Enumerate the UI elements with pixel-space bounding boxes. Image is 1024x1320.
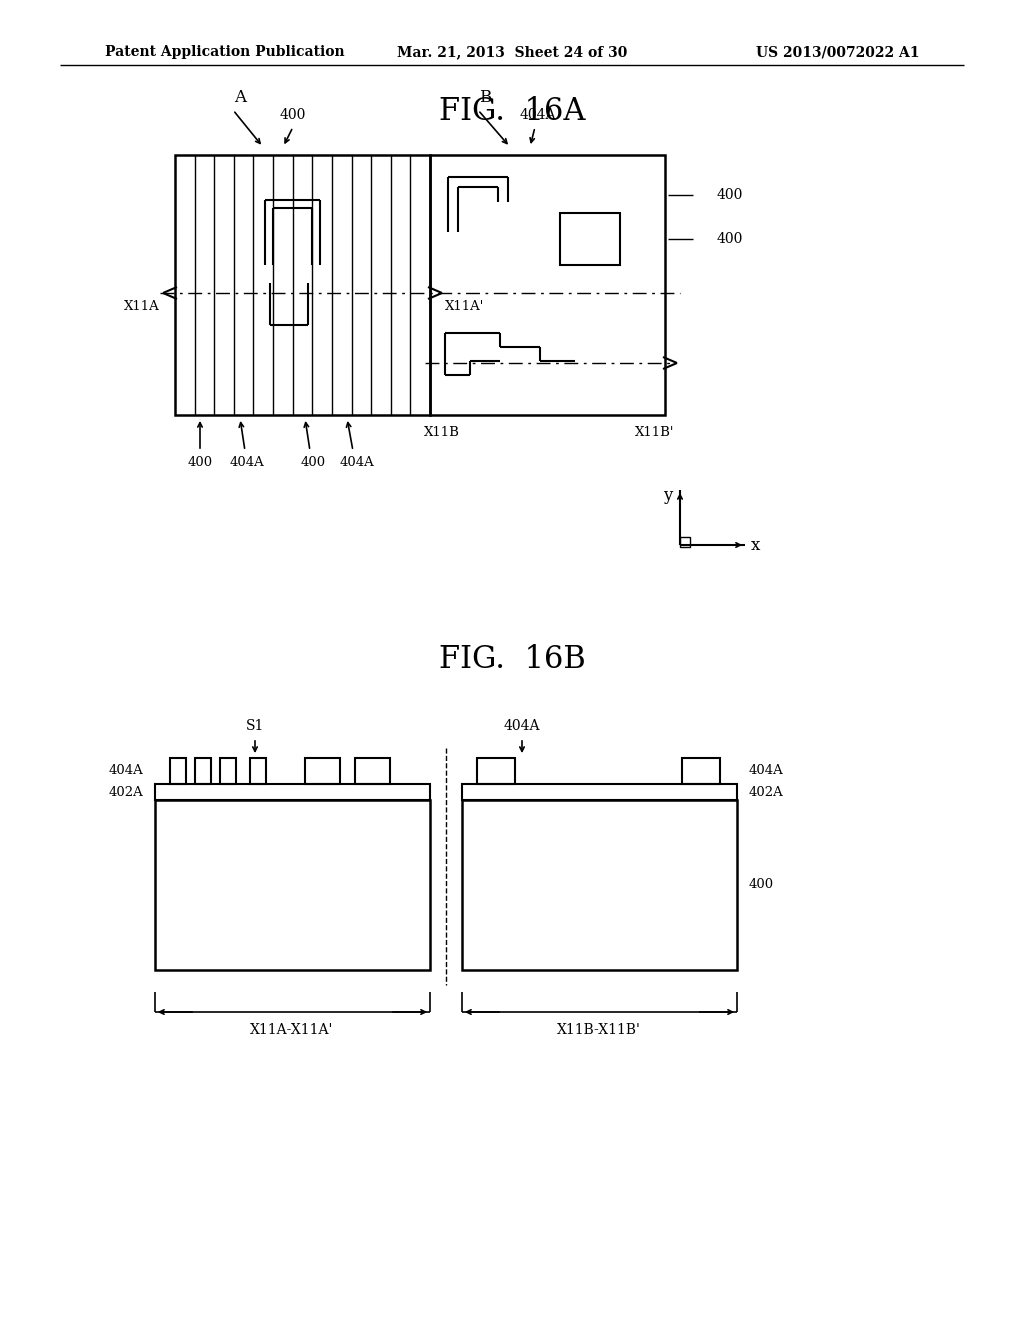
Text: US 2013/0072022 A1: US 2013/0072022 A1 — [757, 45, 920, 59]
Text: 404A: 404A — [520, 108, 556, 121]
Bar — [355, 758, 390, 784]
Text: FIG.  16B: FIG. 16B — [438, 644, 586, 676]
Text: 404A: 404A — [229, 457, 264, 470]
Text: B: B — [479, 88, 492, 106]
Text: X11A: X11A — [124, 301, 160, 314]
Text: 400: 400 — [300, 457, 326, 470]
Text: S1: S1 — [246, 719, 264, 733]
Bar — [680, 537, 690, 546]
Bar — [155, 784, 430, 800]
Text: 404A: 404A — [109, 764, 143, 777]
Text: 404A: 404A — [749, 764, 783, 777]
Text: 402A: 402A — [109, 785, 143, 799]
Bar — [682, 758, 720, 784]
Bar — [250, 758, 266, 784]
Text: 404A: 404A — [340, 457, 375, 470]
Bar — [155, 800, 430, 970]
Bar — [560, 213, 620, 265]
Text: Patent Application Publication: Patent Application Publication — [105, 45, 345, 59]
Bar — [462, 784, 737, 800]
Text: 400: 400 — [280, 108, 306, 121]
Bar — [305, 758, 340, 784]
Text: X11A': X11A' — [445, 301, 484, 314]
Bar — [170, 758, 186, 784]
Text: 404A: 404A — [504, 719, 541, 733]
Text: 400: 400 — [749, 879, 774, 891]
Bar — [220, 758, 236, 784]
Text: y: y — [664, 487, 673, 503]
Text: 400: 400 — [187, 457, 213, 470]
Bar — [430, 154, 665, 414]
Text: X11B: X11B — [424, 426, 460, 440]
Text: X11B': X11B' — [635, 426, 675, 440]
Text: 400: 400 — [717, 232, 743, 246]
Bar — [195, 758, 211, 784]
Bar — [462, 800, 737, 970]
Text: 400: 400 — [717, 187, 743, 202]
Bar — [175, 154, 430, 414]
Text: 402A: 402A — [749, 785, 783, 799]
Text: A: A — [234, 88, 246, 106]
Text: FIG.  16A: FIG. 16A — [438, 96, 586, 128]
Text: X11B-X11B': X11B-X11B' — [557, 1023, 641, 1038]
Bar — [477, 758, 515, 784]
Text: x: x — [751, 536, 760, 553]
Text: Mar. 21, 2013  Sheet 24 of 30: Mar. 21, 2013 Sheet 24 of 30 — [397, 45, 627, 59]
Text: X11A-X11A': X11A-X11A' — [250, 1023, 334, 1038]
